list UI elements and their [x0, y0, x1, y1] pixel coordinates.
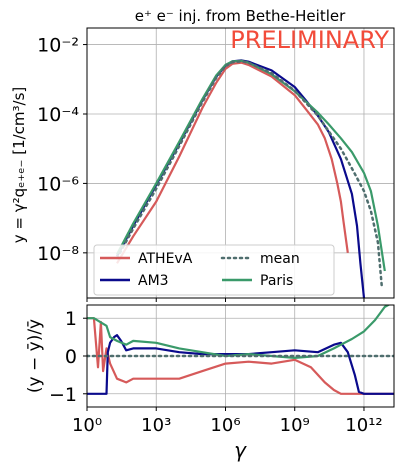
residual-y-axis-label: (y − ȳ)/ȳ: [25, 319, 45, 393]
y-tick-label: −1: [49, 384, 77, 406]
x-axis-label: γ: [234, 438, 247, 462]
x-tick-label: 10⁶: [210, 415, 240, 436]
main-series-lines: [115, 59, 386, 298]
series-line-atheva: [87, 317, 394, 395]
x-tick-label: 10⁹: [280, 415, 310, 436]
main-x-ticks: [86, 298, 365, 302]
series-line-atheva: [116, 61, 349, 264]
x-tick-label: 10³: [141, 415, 171, 436]
y-tick-label: 10⁻⁴: [37, 104, 79, 126]
series-line-mean: [115, 60, 384, 289]
y-tick-label: 10⁻⁸: [37, 243, 79, 265]
legend-label-mean: mean: [260, 251, 300, 267]
legend-label-paris: Paris: [260, 273, 293, 289]
y-tick-label: 1: [65, 308, 77, 330]
legend-label-am3: AM3: [138, 273, 169, 289]
y-tick-label: 10⁻²: [37, 35, 79, 57]
residual-panel: −1 0 1 10⁰ 10³ 10⁶ 10⁹ 10¹² (y − ȳ)/ȳ γ: [25, 304, 395, 462]
x-tick-label: 10¹²: [345, 415, 382, 436]
y-tick-label: 0: [65, 346, 77, 368]
main-y-ticks: 10⁻⁸ 10⁻⁶ 10⁻⁴ 10⁻²: [37, 35, 87, 265]
residual-series-lines: [87, 305, 394, 395]
x-tick-label: 10⁰: [72, 415, 102, 436]
residual-y-ticks: −1 0 1: [49, 308, 87, 406]
chart-title: e⁺ e⁻ inj. from Bethe-Heitler: [135, 7, 346, 25]
main-panel: PRELIMINARY 10⁻⁸ 10⁻⁶ 10⁻⁴ 10⁻² e⁺ e⁻ inj. …: [10, 7, 395, 302]
legend: ATHEvA mean AM3 Paris: [93, 244, 335, 296]
legend-label-atheva: ATHEvA: [138, 251, 193, 267]
preliminary-watermark: PRELIMINARY: [230, 26, 389, 54]
legend-box: [93, 244, 335, 296]
main-y-axis-label: y = γ²qₑ₊ₑ₋ [1/cm³/s]: [10, 87, 28, 244]
residual-x-ticks: 10⁰ 10³ 10⁶ 10⁹ 10¹²: [72, 407, 383, 436]
main-panel-frame: [86, 27, 395, 299]
y-tick-label: 10⁻⁶: [37, 173, 79, 195]
